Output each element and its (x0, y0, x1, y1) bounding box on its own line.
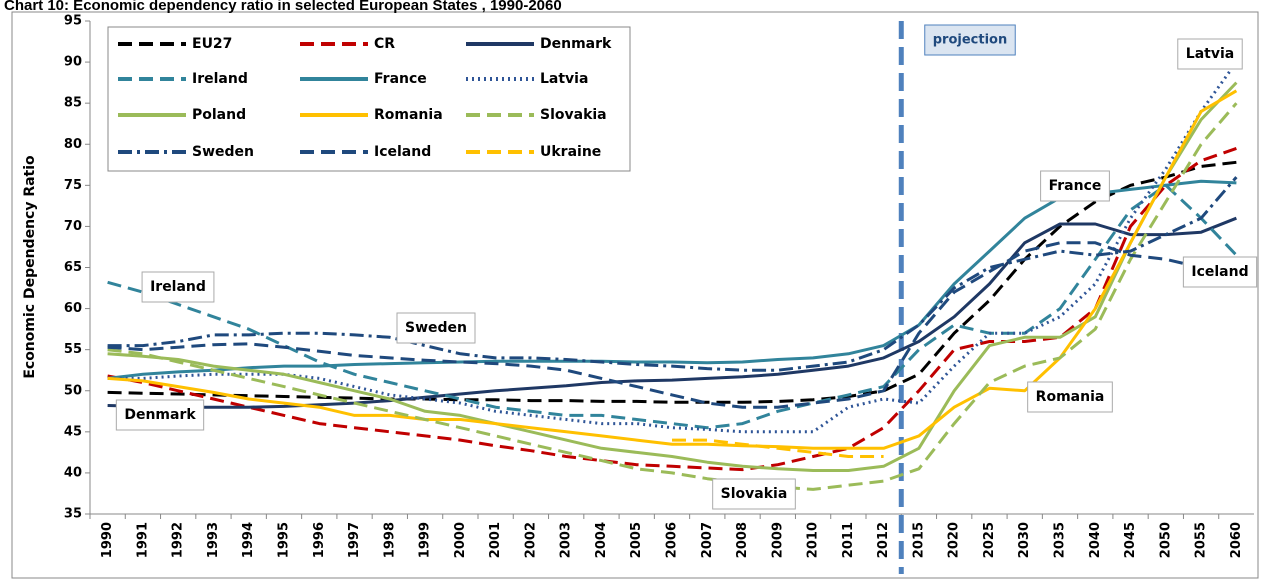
projection-box (924, 24, 1016, 56)
y-tick-label: 70 (64, 219, 82, 234)
y-axis-label: Economic Dependency Ratio (22, 155, 38, 379)
series-line (107, 102, 1238, 491)
y-tick-label: 65 (64, 260, 82, 275)
annotation-box (1040, 170, 1110, 202)
x-tick-label: 2011 (841, 522, 856, 558)
series-line (107, 61, 1238, 434)
annotation-box (1182, 256, 1258, 288)
annotation: Ireland (150, 279, 206, 295)
y-tick-label: 35 (64, 507, 82, 522)
legend-label: Latvia (540, 71, 588, 87)
annotation: Romania (1036, 389, 1105, 405)
legend-label: Poland (192, 107, 246, 123)
x-tick-label: 2010 (806, 522, 821, 558)
x-tick-label: 1991 (135, 522, 150, 558)
x-tick-label: 2045 (1123, 522, 1138, 558)
x-tick-label: 2020 (947, 522, 962, 558)
x-tick-label: 1995 (277, 522, 292, 558)
x-tick-label: 2005 (629, 522, 644, 558)
x-tick-label: 2004 (594, 522, 609, 558)
series-line (107, 179, 1237, 380)
legend-label: EU27 (192, 36, 232, 52)
annotation: Slovakia (721, 486, 788, 502)
series-line (107, 176, 1238, 372)
x-tick-label: 2050 (1158, 522, 1173, 558)
y-tick-label: 50 (64, 383, 82, 398)
annotation: Denmark (124, 407, 196, 423)
x-tick-label: 2035 (1053, 522, 1068, 558)
x-tick-label: 2003 (559, 522, 574, 558)
projection-label: projection (933, 33, 1007, 48)
x-tick-label: 1999 (418, 522, 433, 558)
y-tick-label: 90 (64, 55, 82, 70)
annotation-box (1177, 38, 1243, 70)
x-tick-label: 1992 (171, 522, 186, 558)
x-tick-label: 1993 (206, 522, 221, 558)
legend-label: Ireland (192, 71, 248, 87)
y-tick-label: 95 (64, 14, 82, 29)
x-tick-label: 2012 (876, 522, 891, 558)
y-tick-label: 55 (64, 342, 82, 357)
y-tick-label: 60 (64, 301, 82, 316)
annotation: Iceland (1191, 264, 1248, 280)
x-tick-label: 2060 (1229, 522, 1244, 558)
y-tick-label: 85 (64, 96, 82, 111)
series-line (672, 438, 884, 458)
y-tick-label: 75 (64, 178, 82, 193)
x-tick-label: 1990 (100, 522, 115, 558)
x-tick-label: 2007 (700, 522, 715, 558)
x-tick-label: 2000 (453, 522, 468, 558)
legend-label: Ukraine (540, 144, 601, 160)
chart-title: Chart 10: Economic dependency ratio in s… (4, 0, 562, 14)
x-tick-label: 1996 (312, 522, 327, 558)
x-tick-label: 2055 (1194, 522, 1209, 558)
legend-label: CR (374, 36, 395, 52)
annotation-box (141, 271, 215, 303)
x-tick-label: 1997 (347, 522, 362, 558)
x-tick-label: 2001 (488, 522, 503, 558)
y-tick-label: 80 (64, 137, 82, 152)
x-tick-label: 2040 (1088, 522, 1103, 558)
annotation-box (1027, 381, 1113, 413)
y-tick-label: 45 (64, 424, 82, 439)
annotation: Latvia (1186, 46, 1234, 62)
series-line (107, 89, 1238, 450)
annotation-box (712, 478, 796, 510)
legend-label: Romania (374, 107, 443, 123)
x-tick-label: 2002 (523, 522, 538, 558)
series-line (107, 241, 1237, 409)
x-tick-label: 2009 (770, 522, 785, 558)
legend-label: Iceland (374, 144, 431, 160)
x-tick-label: 1998 (382, 522, 397, 558)
legend-label: Denmark (540, 36, 612, 52)
annotation: France (1049, 178, 1102, 194)
legend-label: Sweden (192, 144, 254, 160)
x-tick-label: 2030 (1017, 522, 1032, 558)
x-tick-label: 2025 (982, 522, 997, 558)
legend-box (107, 26, 631, 172)
series-line (107, 183, 1238, 430)
x-tick-label: 1994 (241, 522, 256, 558)
x-tick-label: 2008 (735, 522, 750, 558)
series-line (107, 81, 1238, 472)
x-tick-label: 2015 (911, 522, 926, 558)
x-tick-label: 2006 (665, 522, 680, 558)
y-tick-label: 40 (64, 465, 82, 480)
annotation: Sweden (405, 320, 467, 336)
annotation-box (115, 399, 205, 431)
legend-label: Slovakia (540, 107, 607, 123)
legend-label: France (374, 71, 427, 87)
annotation-box (396, 312, 476, 344)
